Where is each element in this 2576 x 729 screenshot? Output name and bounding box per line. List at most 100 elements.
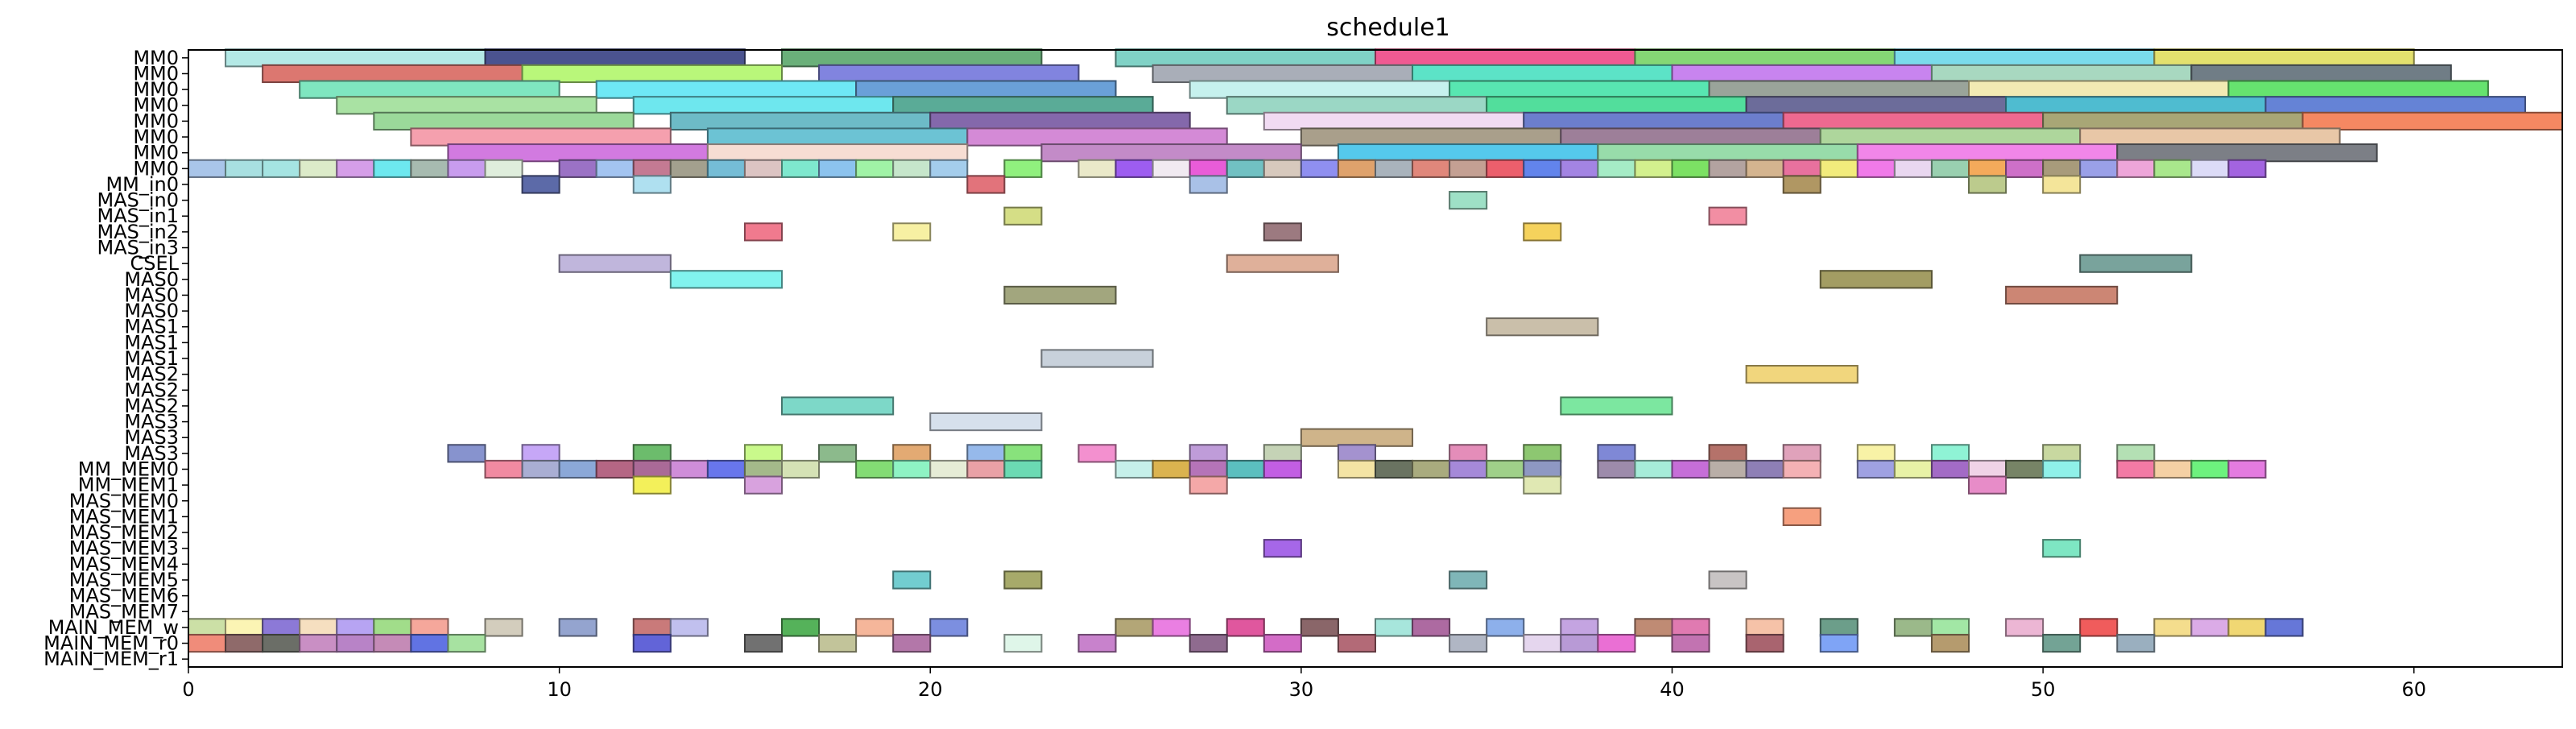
task-bar-202 xyxy=(1782,507,1821,527)
task-bar-181 xyxy=(1597,459,1636,479)
task-bar-179 xyxy=(1486,459,1525,479)
task-bar-14 xyxy=(1930,64,2193,84)
task-bar-194 xyxy=(2153,459,2193,479)
task-bar-52 xyxy=(1856,143,2119,163)
task-bar-45 xyxy=(1819,127,2082,147)
task-bar-28 xyxy=(1486,96,1747,115)
task-bar-191 xyxy=(2005,459,2045,479)
row-label-9: MAS_in0 xyxy=(97,189,179,212)
task-bar-100 xyxy=(2005,159,2045,178)
task-bar-108 xyxy=(632,175,672,194)
row-label-1: MM0 xyxy=(133,62,179,85)
task-bar-113 xyxy=(2042,175,2082,194)
task-bar-206 xyxy=(1003,570,1043,590)
task-bar-162 xyxy=(706,459,746,479)
task-bar-116 xyxy=(1708,206,1747,226)
task-bar-34 xyxy=(929,111,1191,130)
task-bar-232 xyxy=(1671,618,1710,637)
x-tick-label-5: 50 xyxy=(2031,678,2056,701)
task-bar-148 xyxy=(1523,444,1562,463)
task-bar-66 xyxy=(669,159,709,178)
task-bar-4 xyxy=(1375,48,1636,68)
task-bar-156 xyxy=(484,459,523,479)
task-bar-25 xyxy=(632,96,895,115)
task-bar-217 xyxy=(558,618,597,637)
task-bar-172 xyxy=(1189,459,1228,479)
task-bar-225 xyxy=(1226,618,1265,637)
row-label-5: MM0 xyxy=(133,126,179,148)
row-label-22: MAS2 xyxy=(124,395,179,417)
task-bar-53 xyxy=(2116,143,2378,163)
task-bar-37 xyxy=(1782,111,2045,130)
task-bar-131 xyxy=(781,396,895,416)
task-bar-93 xyxy=(1745,159,1784,178)
row-label-37: MAIN_MEM_r0 xyxy=(43,632,179,655)
task-bar-21 xyxy=(1708,80,1970,99)
task-bar-262 xyxy=(1560,633,1599,653)
task-bar-107 xyxy=(521,175,560,194)
task-bar-251 xyxy=(632,633,672,653)
task-bar-210 xyxy=(225,618,264,637)
task-bar-54 xyxy=(188,159,227,178)
task-bar-198 xyxy=(743,475,783,495)
task-bar-161 xyxy=(669,459,709,479)
task-bar-5 xyxy=(1634,48,1896,68)
task-bar-141 xyxy=(966,444,1006,463)
task-bar-169 xyxy=(1003,459,1043,479)
task-bar-61 xyxy=(447,159,486,178)
task-bar-248 xyxy=(373,633,412,653)
task-bar-17 xyxy=(595,80,858,99)
task-bar-31 xyxy=(2264,96,2526,115)
task-bar-201 xyxy=(1968,475,2007,495)
task-bar-189 xyxy=(1930,459,1970,479)
task-bar-266 xyxy=(1819,633,1859,653)
task-bar-147 xyxy=(1449,444,1488,463)
task-bar-63 xyxy=(558,159,597,178)
task-bar-216 xyxy=(484,618,523,637)
task-bar-174 xyxy=(1263,459,1302,479)
task-bar-243 xyxy=(188,633,227,653)
task-bar-112 xyxy=(1968,175,2007,194)
task-bar-98 xyxy=(1930,159,1970,178)
row-label-32: MAS_MEM4 xyxy=(69,553,179,575)
task-bar-176 xyxy=(1375,459,1414,479)
task-bar-213 xyxy=(336,618,375,637)
row-label-20: MAS2 xyxy=(124,363,179,386)
task-bar-188 xyxy=(1893,459,1933,479)
task-bar-90 xyxy=(1634,159,1673,178)
task-bar-27 xyxy=(1226,96,1488,115)
task-bar-209 xyxy=(188,618,227,637)
task-bar-80 xyxy=(1263,159,1302,178)
task-bar-175 xyxy=(1337,459,1376,479)
task-bar-220 xyxy=(781,618,821,637)
task-bar-166 xyxy=(892,459,932,479)
task-bar-235 xyxy=(1893,618,1933,637)
task-bar-104 xyxy=(2153,159,2193,178)
task-bar-97 xyxy=(1893,159,1933,178)
task-bar-13 xyxy=(1671,64,1933,84)
task-bar-215 xyxy=(410,618,449,637)
task-bar-8 xyxy=(262,64,523,84)
task-bar-231 xyxy=(1634,618,1673,637)
task-bar-184 xyxy=(1708,459,1747,479)
task-bar-94 xyxy=(1782,159,1821,178)
task-bar-199 xyxy=(1189,475,1228,495)
task-bar-236 xyxy=(1930,618,1970,637)
task-bar-85 xyxy=(1449,159,1488,178)
task-bar-212 xyxy=(299,618,338,637)
task-bar-227 xyxy=(1375,618,1414,637)
task-bar-261 xyxy=(1523,633,1562,653)
task-bar-40 xyxy=(410,127,672,147)
task-bar-204 xyxy=(2042,539,2082,558)
task-bar-128 xyxy=(1486,317,1599,337)
task-bar-218 xyxy=(632,618,672,637)
task-bar-164 xyxy=(781,459,821,479)
task-bar-106 xyxy=(2227,159,2267,178)
task-bar-155 xyxy=(2116,444,2156,463)
task-bar-23 xyxy=(2227,80,2489,99)
task-bar-101 xyxy=(2042,159,2082,178)
task-bar-255 xyxy=(1003,633,1043,653)
task-bar-237 xyxy=(2005,618,2045,637)
task-bar-124 xyxy=(669,270,783,289)
task-bar-136 xyxy=(521,444,560,463)
